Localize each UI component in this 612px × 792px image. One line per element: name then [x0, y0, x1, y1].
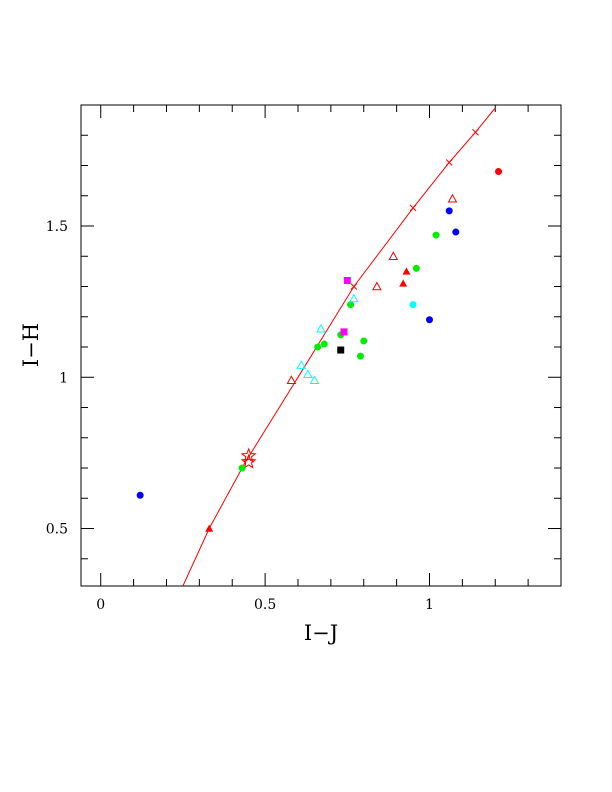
- x-tick-label: 0.5: [254, 597, 276, 613]
- star-marker: [240, 453, 257, 469]
- data-point-triangle-open: [286, 375, 297, 384]
- data-point-circle: [360, 337, 368, 345]
- data-point-circle: [136, 491, 144, 499]
- data-point-triangle-open: [388, 251, 399, 260]
- data-points: [136, 168, 503, 532]
- y-axis-label: I−H: [19, 323, 43, 367]
- model-curve: [182, 107, 496, 586]
- data-point-triangle-filled: [402, 267, 411, 275]
- data-point-triangle-open: [316, 323, 326, 333]
- data-point-square: [343, 276, 351, 284]
- curve-cross-marker: [409, 204, 417, 212]
- data-point-circle: [314, 343, 322, 351]
- data-point-triangle-open: [372, 281, 382, 291]
- tick-labels: 0 0.5 1 0.5 1 1.5: [46, 219, 434, 613]
- data-point-square: [337, 346, 345, 354]
- plot-frame: [80, 104, 562, 587]
- curve-cross-marker: [472, 128, 479, 136]
- data-point-triangle-open: [349, 293, 359, 303]
- data-point-triangle-filled: [399, 279, 408, 287]
- curve-cross-marker: [445, 159, 453, 166]
- data-point-circle: [320, 340, 328, 348]
- data-point-circle: [347, 301, 355, 309]
- data-point-circle: [412, 264, 420, 272]
- data-point-triangle-open: [309, 375, 320, 384]
- x-axis-label: I−J: [304, 621, 338, 645]
- y-tick-label: 1: [59, 370, 68, 386]
- data-point-triangle-open: [296, 360, 307, 369]
- data-point-circle: [425, 316, 433, 324]
- data-point-triangle-open: [302, 369, 313, 378]
- data-point-circle: [356, 352, 364, 360]
- curve-cross-marker: [350, 283, 358, 290]
- data-point-circle: [432, 231, 440, 239]
- y-tick-label: 0.5: [46, 522, 68, 538]
- axis-ticks: [81, 105, 561, 586]
- x-tick-label: 0: [96, 597, 105, 613]
- y-tick-label: 1.5: [46, 219, 68, 235]
- data-point-circle: [452, 228, 460, 236]
- data-point-circle: [409, 301, 417, 309]
- data-point-circle: [445, 207, 453, 215]
- data-point-triangle-open: [447, 193, 458, 203]
- data-point-circle: [238, 464, 246, 472]
- x-tick-label: 1: [425, 597, 434, 613]
- data-point-square: [340, 328, 348, 336]
- data-point-circle: [495, 168, 503, 176]
- data-point-triangle-filled: [205, 524, 214, 532]
- star-marker: [240, 447, 257, 463]
